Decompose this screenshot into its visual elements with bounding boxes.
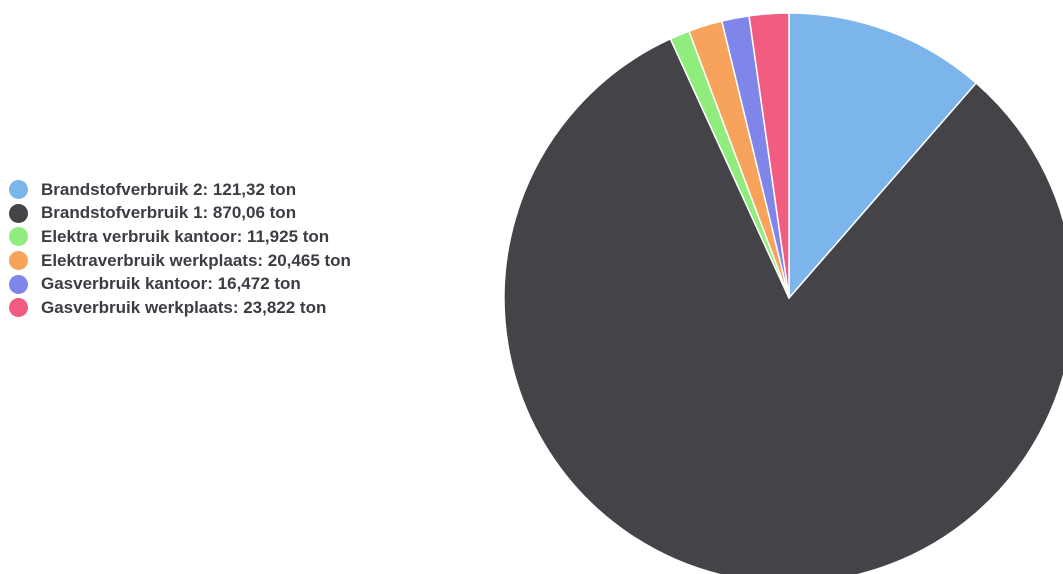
legend-label: Elektra verbruik kantoor: 11,925 ton [41, 226, 330, 246]
legend-label: Gasverbruik kantoor: 16,472 ton [41, 274, 301, 294]
legend-item[interactable]: Elektraverbruik werkplaats: 20,465 ton [9, 249, 351, 273]
legend-swatch-icon [9, 203, 28, 223]
legend-label: Elektraverbruik werkplaats: 20,465 ton [41, 250, 351, 270]
legend-item[interactable]: Brandstofverbruik 1: 870,06 ton [9, 202, 351, 226]
legend-label: Brandstofverbruik 2: 121,32 ton [41, 179, 297, 199]
legend-label: Brandstofverbruik 1: 870,06 ton [41, 203, 297, 223]
legend-swatch-icon [9, 274, 28, 294]
legend-item[interactable]: Brandstofverbruik 2: 121,32 ton [9, 178, 351, 202]
legend-swatch-icon [9, 298, 28, 318]
legend-swatch-icon [9, 227, 28, 247]
pie-slices [503, 12, 1063, 574]
legend-label: Gasverbruik werkplaats: 23,822 ton [41, 297, 327, 317]
legend-swatch-icon [9, 180, 28, 200]
legend-item[interactable]: Gasverbruik werkplaats: 23,822 ton [9, 296, 351, 320]
pie-slice[interactable] [503, 38, 1063, 574]
pie-slice[interactable] [788, 12, 977, 299]
pie-slice[interactable] [748, 12, 790, 299]
legend-item[interactable]: Gasverbruik kantoor: 16,472 ton [9, 272, 351, 296]
legend: Brandstofverbruik 2: 121,32 ton Brandsto… [9, 178, 351, 320]
legend-item[interactable]: Elektra verbruik kantoor: 11,925 ton [9, 225, 351, 249]
legend-swatch-icon [9, 251, 28, 271]
